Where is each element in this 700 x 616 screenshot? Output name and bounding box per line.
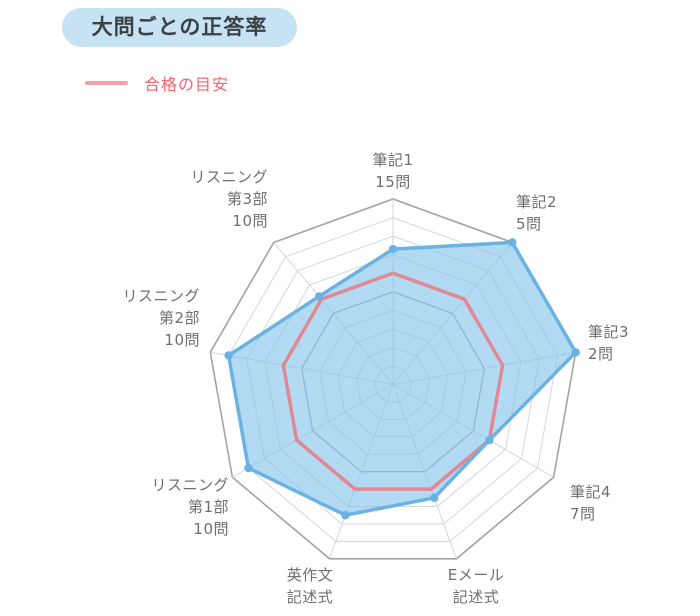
axis-label-0-line-0: 筆記1	[372, 151, 413, 169]
series-line-1	[281, 271, 505, 491]
axis-label-4-line-1: 記述式	[453, 588, 500, 606]
axis-label-1-line-0: 筆記2	[516, 193, 557, 211]
axis-label-6-line-2: 10問	[193, 520, 229, 538]
axis-label-8-line-2: 10問	[232, 212, 268, 230]
series-0-point-5	[341, 511, 350, 520]
axis-label-8-line-0: リスニング	[190, 168, 268, 186]
series-0-point-8	[314, 292, 324, 301]
series-0-point-6	[244, 463, 253, 473]
series-0-point-7	[224, 351, 233, 360]
axis-label-7-line-2: 10問	[164, 331, 200, 349]
axis-label-6-line-1: 第1部	[188, 498, 229, 516]
axis-label-8-line-1: 第3部	[227, 190, 268, 208]
series-0-point-2	[571, 348, 580, 357]
axis-label-7-line-0: リスニング	[122, 287, 200, 305]
axis-label-5-line-1: 記述式	[287, 588, 334, 606]
axis-label-7-line-1: 第2部	[159, 309, 200, 327]
page-title: 大問ごとの正答率	[62, 8, 297, 47]
axis-label-5-line-0: 英作文	[287, 566, 334, 584]
axis-label-3-line-0: 筆記4	[570, 483, 611, 501]
series-fill-0	[228, 242, 576, 516]
series-0-point-1	[508, 238, 517, 247]
axis-label-2-line-1: 2問	[588, 345, 614, 363]
axis-label-1-line-1: 5問	[516, 215, 542, 233]
series-0-point-3	[485, 435, 494, 445]
axis-label-6-line-0: リスニング	[151, 476, 229, 494]
legend-line-swatch	[85, 81, 128, 85]
series-line-0	[226, 240, 578, 517]
axis-label-2-line-0: 筆記3	[588, 323, 629, 341]
series-0-point-4	[430, 493, 439, 503]
series-0-point-0	[388, 244, 398, 254]
legend-label: 合格の目安	[144, 75, 230, 94]
axis-label-3-line-1: 7問	[570, 505, 596, 523]
axis-label-4-line-0: Eメール	[448, 566, 504, 584]
axis-label-0-line-1: 15問	[375, 173, 411, 191]
chart-legend: 合格の目安	[85, 72, 229, 94]
